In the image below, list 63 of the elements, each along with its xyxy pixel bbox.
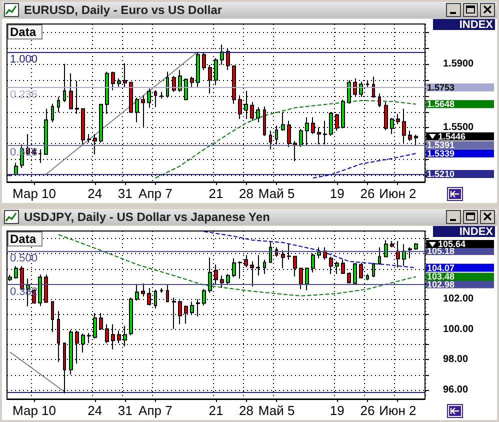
ref-line-label: 1.5753 (427, 82, 455, 92)
data-label: 104.07 (427, 262, 455, 273)
x-tick-label: 26 (360, 403, 375, 418)
x-tick-label: Май 5 (258, 186, 295, 201)
x-tick-label: 19 (330, 403, 344, 418)
candlestick (238, 260, 242, 280)
line-series (58, 234, 416, 296)
line-series (203, 230, 416, 268)
text: INDEX (459, 226, 494, 238)
x-tick-label: 31 (118, 403, 132, 418)
candlestick (408, 130, 412, 142)
x-tick-label: 24 (88, 403, 102, 418)
candlestick (141, 282, 145, 298)
x-tick-label: Мар 10 (12, 403, 56, 418)
x-tick-label: 28 (239, 403, 254, 418)
chart-title: USDJPY, Daily - US Dollar vs Japanese Yen (24, 209, 270, 225)
annotation: 1.000 (10, 53, 38, 66)
x-tick-label: 31 (118, 186, 132, 201)
ref-line-label: 1.5210 (427, 169, 455, 180)
candlestick (220, 274, 224, 289)
y-tick-label: 100.00 (443, 324, 474, 335)
x-tick-label: Июн 2 (379, 186, 416, 201)
candlestick (378, 246, 381, 266)
x-tick-label: Июн 2 (379, 403, 416, 418)
data-label: 1.5648 (427, 99, 455, 110)
x-tick-label: 24 (88, 186, 102, 201)
annotation: 0.500 (10, 252, 38, 264)
candlestick (87, 134, 91, 144)
y-tick-label: 1.5500 (443, 122, 474, 134)
data-label: 103.48 (427, 272, 455, 282)
line-series (154, 100, 416, 179)
y-tick-label: 102.00 (443, 294, 474, 305)
candlestick (160, 288, 163, 294)
x-tick-label: Апр 7 (138, 403, 172, 418)
candlestick (414, 134, 418, 146)
chart-title: EURUSD, Daily - Euro vs US Dollar (24, 2, 222, 18)
candlestick (378, 93, 381, 108)
x-tick-label: Апр 7 (138, 186, 172, 201)
candlestick (353, 78, 357, 98)
candlestick (347, 272, 351, 284)
x-tick-label: 21 (208, 403, 224, 418)
candlestick (226, 273, 230, 286)
x-tick-label: Мар 10 (12, 186, 56, 201)
y-tick-label: 98.00 (443, 354, 468, 366)
candlestick (166, 71, 169, 98)
candlestick (414, 242, 418, 250)
x-tick-label: 28 (239, 186, 254, 201)
x-tick-label: 19 (330, 186, 344, 201)
candlestick (166, 284, 169, 303)
text: 1.5446 (438, 131, 466, 142)
annotation: Data (10, 232, 36, 246)
annotation: Data (10, 25, 36, 39)
text: INDEX (459, 19, 494, 31)
y-tick-label: 96.00 (443, 384, 468, 396)
annotation: 0.236 (10, 88, 38, 101)
data-label: 1.5339 (427, 148, 455, 158)
y-tick-label: 1.5900 (443, 58, 474, 70)
ref-line-label: 1.5391 (427, 140, 455, 150)
ref-line-label: 102.98 (427, 279, 455, 290)
line-series (312, 152, 416, 179)
x-tick-label: 26 (360, 186, 375, 201)
x-tick-label: Май 5 (258, 403, 295, 418)
x-tick-label: 21 (208, 186, 224, 201)
